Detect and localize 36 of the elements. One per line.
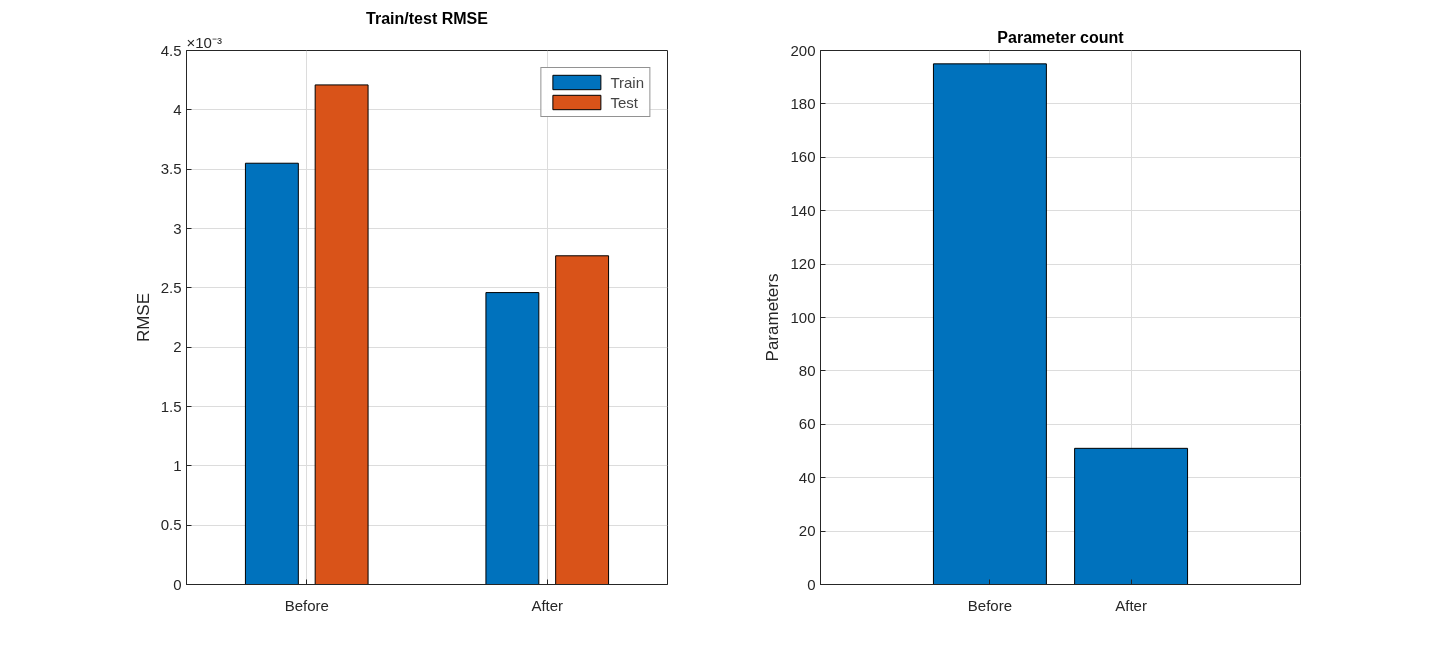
y-axis-title: Parameters xyxy=(763,273,783,362)
y-tick-label: 200 xyxy=(790,41,816,59)
y-tick-label: 140 xyxy=(790,201,816,219)
y-tick-label: 4.5 xyxy=(160,41,182,59)
x-tick-label: After xyxy=(1115,596,1147,614)
y-tick-label: 80 xyxy=(798,361,816,379)
y-tick-label: 0 xyxy=(807,575,816,593)
y-tick-label: 1.5 xyxy=(160,397,182,415)
y-tick-label: 20 xyxy=(798,522,816,540)
y-tick-label: 180 xyxy=(790,94,816,112)
y-tick-label: 0.5 xyxy=(160,516,182,534)
y-tick-label: 4 xyxy=(173,100,182,118)
y-tick-label: 0 xyxy=(173,575,182,593)
y-tick-label: 2.5 xyxy=(160,278,182,296)
legend-label: Test xyxy=(610,93,638,111)
y-tick-label: 160 xyxy=(790,148,816,166)
y-tick-label: 3.5 xyxy=(160,160,182,178)
bar xyxy=(555,255,610,585)
y-tick-label: 2 xyxy=(173,338,182,356)
bar xyxy=(244,162,299,585)
y-tick-label: 1 xyxy=(173,456,182,474)
chart-title: Train/test RMSE xyxy=(366,9,489,27)
x-tick-label: After xyxy=(531,596,564,614)
bar xyxy=(485,292,540,585)
bar xyxy=(314,84,369,585)
y-tick-label: 60 xyxy=(798,415,816,433)
legend-label: Train xyxy=(610,73,644,91)
x-tick-label: Before xyxy=(284,596,329,614)
y-tick-label: 40 xyxy=(798,468,816,486)
chart-title: Parameter count xyxy=(997,28,1125,46)
y-tick-label: 3 xyxy=(173,219,182,237)
y-axis-title: RMSE xyxy=(133,292,153,343)
y-tick-label: 120 xyxy=(790,255,816,273)
y-tick-label: 100 xyxy=(790,308,816,326)
annotation: ×10⁻³ xyxy=(186,33,222,51)
x-tick-label: Before xyxy=(967,596,1013,614)
